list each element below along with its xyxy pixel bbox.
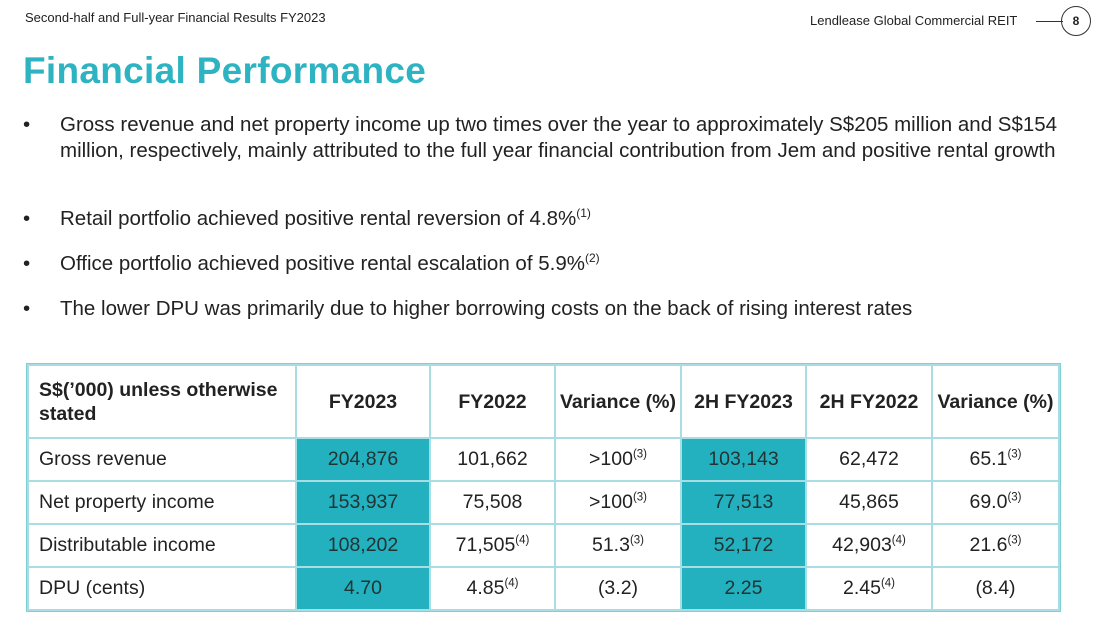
bullet-dot-icon: •: [23, 113, 31, 136]
row-label: DPU (cents): [27, 566, 297, 611]
financial-table: S$(’000) unless otherwise stated FY2023 …: [27, 364, 1060, 611]
bullet-text: Gross revenue and net property income up…: [60, 113, 1058, 162]
table-cell: 108,202: [295, 523, 431, 568]
column-header-fy2022: FY2022: [429, 364, 556, 439]
column-header-2h-variance: Variance (%): [931, 364, 1060, 439]
column-header-units: S$(’000) unless otherwise stated: [27, 364, 297, 439]
bullet-item: • Gross revenue and net property income …: [20, 112, 1080, 164]
table-cell: 2.45(4): [805, 566, 933, 611]
footnote-ref: (2): [584, 251, 600, 266]
footnote-ref: (1): [576, 206, 591, 221]
table-cell: >100(3): [554, 437, 682, 482]
table-cell: 4.85(4): [429, 566, 556, 611]
table-cell: 77,513: [680, 480, 807, 525]
table-cell: 103,143: [680, 437, 807, 482]
header-divider: [1036, 21, 1063, 22]
bullet-dot-icon: •: [23, 207, 31, 230]
row-label: Distributable income: [27, 523, 297, 568]
table-cell: 62,472: [805, 437, 933, 482]
table-row: Gross revenue 204,876 101,662 >100(3) 10…: [27, 437, 1060, 482]
table-header-row: S$(’000) unless otherwise stated FY2023 …: [27, 364, 1060, 439]
table-cell: 52,172: [680, 523, 807, 568]
table-cell: (3.2): [554, 566, 682, 611]
bullet-item: • Retail portfolio achieved positive ren…: [20, 206, 591, 232]
table-cell: 69.0(3): [931, 480, 1060, 525]
table-cell: 153,937: [295, 480, 431, 525]
table-cell: 51.3(3): [554, 523, 682, 568]
column-header-2h-fy2022: 2H FY2022: [805, 364, 933, 439]
table-cell: 42,903(4): [805, 523, 933, 568]
page-title: Financial Performance: [23, 50, 427, 91]
row-label: Gross revenue: [27, 437, 297, 482]
bullet-dot-icon: •: [23, 297, 31, 320]
bullet-item: • The lower DPU was primarily due to hig…: [20, 296, 912, 322]
table-row: Distributable income 108,202 71,505(4) 5…: [27, 523, 1060, 568]
table-cell: 45,865: [805, 480, 933, 525]
table-cell: >100(3): [554, 480, 682, 525]
column-header-fy2023: FY2023: [295, 364, 431, 439]
table-cell: 21.6(3): [931, 523, 1060, 568]
company-name: Lendlease Global Commercial REIT: [810, 13, 1018, 28]
table-cell: 71,505(4): [429, 523, 556, 568]
bullet-text: The lower DPU was primarily due to highe…: [60, 297, 913, 320]
column-header-variance: Variance (%): [554, 364, 682, 439]
table-cell: (8.4): [931, 566, 1060, 611]
table-cell: 75,508: [429, 480, 556, 525]
bullet-text: Office portfolio achieved positive renta…: [60, 252, 585, 275]
column-header-2h-fy2023: 2H FY2023: [680, 364, 807, 439]
table-row: DPU (cents) 4.70 4.85(4) (3.2) 2.25 2.45…: [27, 566, 1060, 611]
table-cell: 101,662: [429, 437, 556, 482]
table-row: Net property income 153,937 75,508 >100(…: [27, 480, 1060, 525]
table-cell: 65.1(3): [931, 437, 1060, 482]
table-cell: 2.25: [680, 566, 807, 611]
bullet-dot-icon: •: [23, 252, 31, 275]
table-cell: 4.70: [295, 566, 431, 611]
row-label: Net property income: [27, 480, 297, 525]
bullet-text: Retail portfolio achieved positive renta…: [60, 207, 577, 230]
bullet-item: • Office portfolio achieved positive ren…: [20, 251, 600, 277]
document-title: Second-half and Full-year Financial Resu…: [25, 10, 326, 25]
page-number: 8: [1061, 6, 1091, 36]
table-cell: 204,876: [295, 437, 431, 482]
